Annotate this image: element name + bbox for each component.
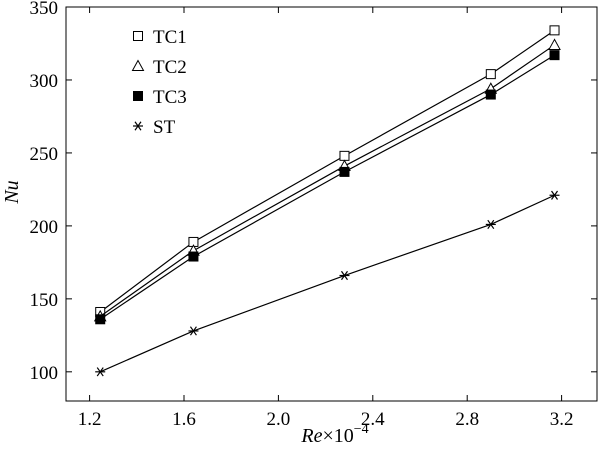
y-tick-label: 250: [30, 144, 59, 165]
x-tick-label: 2.4: [361, 409, 385, 430]
data-point-tc2: [548, 38, 561, 50]
x-axis-label: Re×10−4: [300, 422, 368, 447]
data-point-st-stroke: [340, 270, 348, 281]
x-tick-label: 2.8: [455, 409, 479, 430]
data-point-tc3: [549, 50, 560, 61]
legend-label-tc2: TC2: [153, 57, 187, 78]
x-axis-exp: −4: [354, 422, 369, 437]
y-tick-label: 300: [30, 71, 59, 92]
data-point-st: [188, 326, 199, 336]
x-axis-times: ×: [322, 425, 333, 447]
data-point-tc3: [339, 166, 350, 177]
data-point-tc3: [95, 314, 106, 325]
legend-marker-st-stroke: [134, 121, 142, 131]
legend-marker-st: [133, 121, 143, 131]
legend-label-tc1: TC1: [153, 27, 187, 48]
data-point-tc1: [485, 69, 496, 80]
data-point-tc3: [188, 251, 199, 262]
legend-marker-tc1: [133, 31, 143, 41]
data-point-tc3: [485, 89, 496, 100]
data-point-tc1: [549, 25, 560, 36]
data-point-tc1: [339, 150, 350, 161]
legend-label-st: ST: [153, 117, 176, 138]
series-line-st: [99, 194, 555, 373]
x-tick-label: 1.2: [78, 409, 102, 430]
y-tick-label: 100: [30, 363, 59, 384]
data-point-st-stroke: [487, 219, 495, 230]
series-line-tc2: [99, 44, 555, 317]
y-tick-label: 150: [30, 290, 59, 311]
x-tick-label: 2.0: [267, 409, 291, 430]
y-tick-label: 350: [30, 0, 59, 19]
axis-ticks: 1.2 1.6 2.0 2.4 2.8 3.2 100 150 200 250 300 350: [30, 0, 597, 430]
x-tick-label: 3.2: [550, 409, 574, 430]
x-axis-base: 10: [334, 425, 354, 447]
data-point-st: [95, 367, 106, 377]
legend-marker-tc2: [131, 59, 145, 71]
series-layer: [93, 25, 561, 377]
legend: TC1 TC2 TC3 ST: [131, 27, 187, 138]
legend-label-tc3: TC3: [153, 87, 187, 108]
legend-marker-tc3: [133, 91, 143, 101]
data-point-st-stroke: [96, 367, 104, 377]
x-axis-var: Re: [300, 425, 322, 447]
data-point-st-stroke: [189, 326, 197, 336]
data-point-st: [339, 270, 350, 281]
data-point-st: [549, 190, 560, 200]
plot-frame: [65, 6, 598, 402]
data-point-st-stroke: [551, 190, 559, 200]
y-axis-label: Nu: [1, 180, 23, 204]
x-tick-label: 1.6: [172, 409, 196, 430]
y-tick-label: 200: [30, 217, 59, 238]
data-point-st: [485, 219, 496, 230]
